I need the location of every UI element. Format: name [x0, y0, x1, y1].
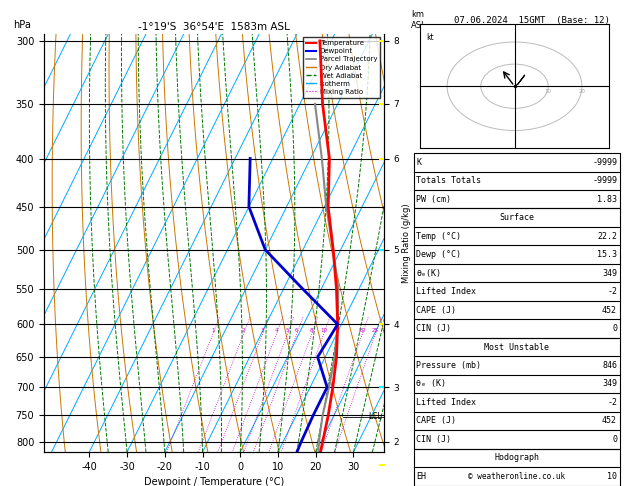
- Text: CIN (J): CIN (J): [416, 324, 452, 333]
- Text: 5: 5: [286, 328, 289, 333]
- Legend: Temperature, Dewpoint, Parcel Trajectory, Dry Adiabat, Wet Adiabat, Isotherm, Mi: Temperature, Dewpoint, Parcel Trajectory…: [303, 37, 380, 98]
- Text: 3: 3: [260, 328, 264, 333]
- Text: Dewp (°C): Dewp (°C): [416, 250, 462, 259]
- Text: CIN (J): CIN (J): [416, 435, 452, 444]
- Text: -2: -2: [607, 398, 617, 407]
- Text: LCL: LCL: [368, 412, 382, 421]
- Text: 0: 0: [612, 435, 617, 444]
- X-axis label: Dewpoint / Temperature (°C): Dewpoint / Temperature (°C): [144, 477, 284, 486]
- Text: CAPE (J): CAPE (J): [416, 417, 457, 425]
- Text: 4: 4: [274, 328, 278, 333]
- Text: 0: 0: [612, 324, 617, 333]
- Text: 10: 10: [320, 328, 327, 333]
- Text: -9999: -9999: [592, 158, 617, 167]
- Text: Lifted Index: Lifted Index: [416, 398, 476, 407]
- Text: 20: 20: [359, 328, 365, 333]
- Text: -9999: -9999: [592, 176, 617, 185]
- Text: θₑ(K): θₑ(K): [416, 269, 442, 278]
- Text: 349: 349: [602, 269, 617, 278]
- Text: 25: 25: [372, 328, 379, 333]
- Y-axis label: Mixing Ratio (g/kg): Mixing Ratio (g/kg): [402, 203, 411, 283]
- Text: © weatheronline.co.uk: © weatheronline.co.uk: [469, 472, 565, 481]
- Text: 10: 10: [545, 89, 552, 94]
- Text: K: K: [416, 158, 421, 167]
- Text: 452: 452: [602, 306, 617, 314]
- Text: kt: kt: [426, 33, 433, 42]
- Text: CAPE (J): CAPE (J): [416, 306, 457, 314]
- Text: EH: EH: [416, 472, 426, 481]
- Text: -2: -2: [607, 287, 617, 296]
- Text: 1: 1: [211, 328, 214, 333]
- Text: 846: 846: [602, 361, 617, 370]
- Text: km
ASL: km ASL: [411, 10, 426, 30]
- Text: 10: 10: [607, 472, 617, 481]
- Text: PW (cm): PW (cm): [416, 195, 452, 204]
- Text: 2: 2: [242, 328, 245, 333]
- Text: Temp (°C): Temp (°C): [416, 232, 462, 241]
- Text: 20: 20: [579, 89, 586, 94]
- Text: Totals Totals: Totals Totals: [416, 176, 481, 185]
- Text: Pressure (mb): Pressure (mb): [416, 361, 481, 370]
- Text: 07.06.2024  15GMT  (Base: 12): 07.06.2024 15GMT (Base: 12): [454, 16, 610, 25]
- Text: θₑ (K): θₑ (K): [416, 380, 447, 388]
- Text: Surface: Surface: [499, 213, 534, 222]
- Text: 1.83: 1.83: [597, 195, 617, 204]
- Text: hPa: hPa: [13, 20, 31, 30]
- Text: 349: 349: [602, 380, 617, 388]
- Text: 22.2: 22.2: [597, 232, 617, 241]
- Text: 15.3: 15.3: [597, 250, 617, 259]
- Text: 8: 8: [310, 328, 313, 333]
- Text: 452: 452: [602, 417, 617, 425]
- Text: Most Unstable: Most Unstable: [484, 343, 549, 351]
- Text: 6: 6: [295, 328, 298, 333]
- Text: Lifted Index: Lifted Index: [416, 287, 476, 296]
- Text: Hodograph: Hodograph: [494, 453, 539, 462]
- Title: -1°19'S  36°54'E  1583m ASL: -1°19'S 36°54'E 1583m ASL: [138, 22, 290, 32]
